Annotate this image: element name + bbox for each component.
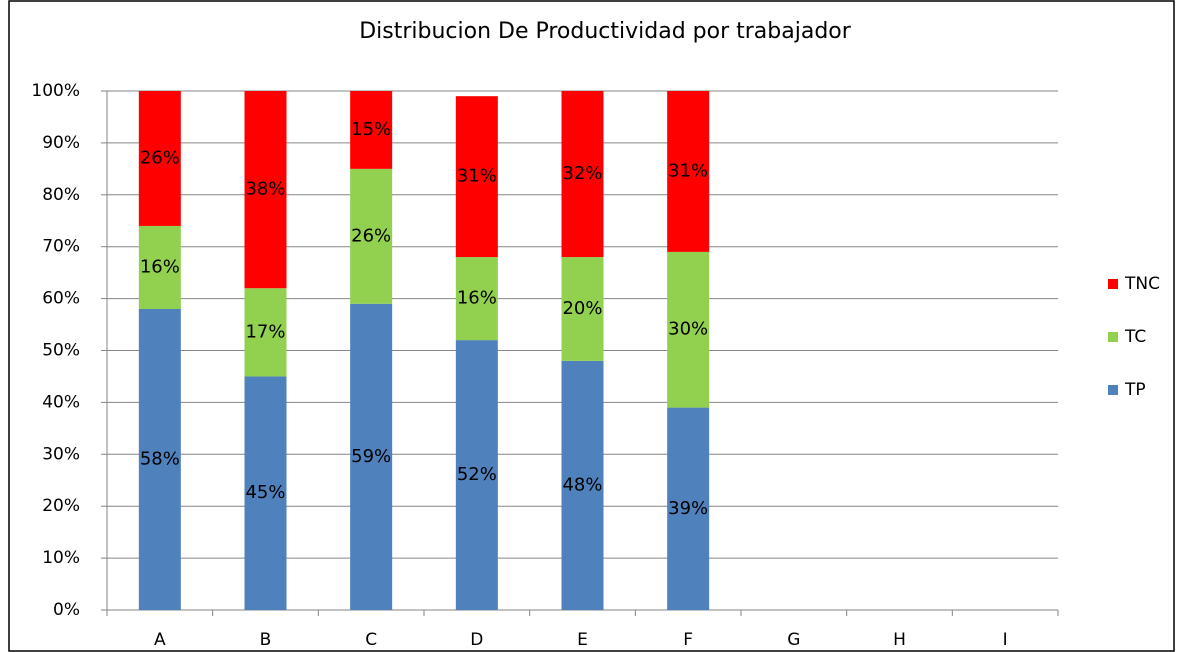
data-label: 59%	[351, 446, 391, 467]
x-tick-label: C	[365, 630, 377, 650]
y-tick-label: 10%	[42, 548, 80, 568]
y-tick-label: 20%	[42, 496, 80, 516]
legend-label: TNC	[1124, 274, 1160, 294]
legend-swatch	[1108, 332, 1118, 342]
y-tick-label: 40%	[42, 392, 80, 412]
data-label: 32%	[562, 163, 602, 184]
x-tick-label: E	[577, 630, 588, 650]
data-label: 48%	[562, 474, 602, 495]
bar-segment	[138, 91, 181, 226]
x-tick-label: G	[787, 630, 800, 650]
y-tick-label: 60%	[42, 289, 80, 309]
y-tick-label: 70%	[42, 237, 80, 257]
data-label: 45%	[245, 482, 285, 503]
legend-swatch	[1108, 385, 1118, 395]
chart-title: Distribucion De Productividad por trabaj…	[359, 19, 852, 44]
y-tick-label: 30%	[42, 444, 80, 464]
data-label: 52%	[457, 464, 497, 485]
x-tick-label: H	[893, 630, 906, 650]
data-label: 58%	[140, 448, 180, 469]
bar-segment	[244, 288, 287, 377]
bar-segment	[455, 257, 498, 341]
y-tick-label: 100%	[31, 81, 80, 101]
data-label: 38%	[245, 179, 285, 200]
legend-label: TP	[1124, 380, 1146, 400]
legend-swatch	[1108, 279, 1118, 289]
bar-segment	[561, 360, 604, 610]
data-label: 31%	[457, 166, 497, 187]
data-label: 31%	[668, 160, 708, 181]
bar-segment	[667, 91, 710, 252]
bar-segment	[138, 308, 181, 610]
data-label: 16%	[457, 288, 497, 309]
x-tick-label: F	[683, 630, 693, 650]
x-tick-label: A	[154, 630, 166, 650]
bar-segment	[244, 91, 287, 289]
bar-segment	[138, 225, 181, 309]
legend-label: TC	[1124, 327, 1146, 347]
y-tick-label: 80%	[42, 185, 80, 205]
bar-segment	[667, 407, 710, 610]
y-tick-label: 0%	[53, 600, 80, 620]
data-label: 16%	[140, 256, 180, 277]
bar-segment	[667, 251, 710, 408]
x-tick-label: I	[1003, 630, 1008, 650]
data-label: 17%	[245, 321, 285, 342]
y-tick-label: 50%	[42, 341, 80, 361]
x-tick-label: B	[260, 630, 272, 650]
bar-segment	[350, 91, 393, 169]
data-label: 20%	[562, 298, 602, 319]
y-tick-label: 90%	[42, 133, 80, 153]
bar-segment	[244, 376, 287, 610]
bar-segment	[561, 91, 604, 258]
bar-segment	[455, 96, 498, 258]
bar-segment	[350, 303, 393, 610]
bar-segment	[350, 168, 393, 304]
bar-segment	[455, 340, 498, 610]
x-tick-label: D	[470, 630, 483, 650]
data-label: 30%	[668, 319, 708, 340]
data-label: 15%	[351, 119, 391, 140]
data-label: 39%	[668, 498, 708, 519]
data-label: 26%	[140, 147, 180, 168]
bar-segment	[561, 257, 604, 361]
data-label: 26%	[351, 225, 391, 246]
